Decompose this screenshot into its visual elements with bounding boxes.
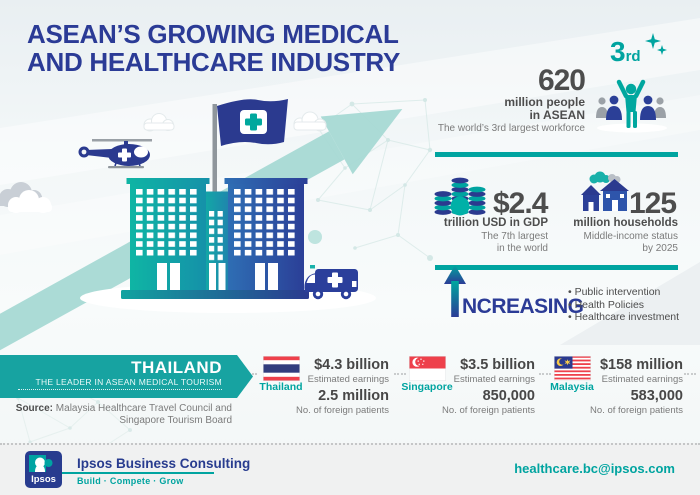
patients-label: No. of foreign patients bbox=[296, 405, 389, 416]
dotted-connector bbox=[684, 373, 696, 375]
patients-label: No. of foreign patients bbox=[442, 405, 535, 416]
earnings-label: Estimated earnings bbox=[601, 374, 683, 385]
workforce-label: million people in ASEAN bbox=[504, 95, 585, 122]
cloud-icon bbox=[293, 111, 327, 132]
country-name: Thailand bbox=[259, 381, 303, 393]
patients-value: 2.5 million bbox=[318, 388, 389, 404]
logo-text: Ipsos bbox=[31, 474, 56, 485]
earnings-label: Estimated earnings bbox=[453, 374, 535, 385]
patients-label: No. of foreign patients bbox=[590, 405, 683, 416]
sparkles-icon bbox=[645, 33, 667, 55]
dotted-connector bbox=[539, 373, 551, 375]
coins-icon bbox=[434, 177, 486, 216]
bullet-item: Public intervention bbox=[568, 286, 698, 299]
country-name: Singapore bbox=[401, 381, 453, 393]
source-note: Source: Malaysia Healthcare Travel Counc… bbox=[15, 403, 232, 426]
workforce-people-icon bbox=[596, 79, 667, 133]
earnings-label: Estimated earnings bbox=[307, 374, 389, 385]
gdp-value: $2.4 bbox=[493, 187, 548, 220]
rank-suffix: rd bbox=[625, 48, 641, 65]
earnings-value: $3.5 billion bbox=[460, 357, 535, 373]
households-value: 125 bbox=[629, 187, 677, 220]
hospital-doors bbox=[157, 263, 278, 290]
workforce-value: 620 bbox=[537, 64, 586, 97]
cloud-icon bbox=[143, 113, 175, 132]
thailand-flag-icon bbox=[263, 356, 300, 381]
footer-brand-underline bbox=[62, 472, 214, 474]
footer-tagline: Build · Compete · Grow bbox=[77, 476, 184, 486]
thailand-banner: THAILAND THE LEADER IN ASEAN MEDICAL TOU… bbox=[0, 355, 253, 398]
bullet-item: Health Policies bbox=[568, 299, 698, 312]
increasing-bullets: Public intervention Health Policies Heal… bbox=[568, 286, 698, 324]
page-title: ASEAN’S GROWING MEDICAL AND HEALTHCARE I… bbox=[27, 20, 447, 76]
gdp-label: trillion USD in GDP bbox=[443, 217, 548, 229]
big-house bbox=[600, 179, 629, 211]
singapore-flag-icon bbox=[409, 356, 446, 381]
banner-subtitle: THE LEADER IN ASEAN MEDICAL TOURISM bbox=[35, 377, 222, 387]
bullet-item: Healthcare investment bbox=[568, 311, 698, 324]
gdp-sublabel: The 7th largest in the world bbox=[481, 231, 548, 254]
country-stats: $158 million Estimated earnings 583,000 … bbox=[563, 357, 683, 419]
hospital-illustration bbox=[121, 99, 309, 299]
medical-flag-icon bbox=[217, 99, 288, 146]
increasing-label: NCREASING bbox=[462, 295, 584, 318]
malaysia-flag-icon bbox=[554, 356, 591, 381]
banner-title: THAILAND bbox=[131, 358, 222, 377]
country-name: Malaysia bbox=[550, 381, 594, 393]
dotted-connector bbox=[394, 373, 406, 375]
footer-brand: Ipsos Business Consulting bbox=[77, 456, 251, 471]
divider-bar bbox=[435, 152, 678, 157]
country-stats: $4.3 billion Estimated earnings 2.5 mill… bbox=[269, 357, 389, 419]
cloud-icon bbox=[0, 182, 52, 213]
earnings-value: $4.3 billion bbox=[314, 357, 389, 373]
ambulance-icon bbox=[304, 265, 358, 300]
rank-number: 3 bbox=[610, 36, 626, 67]
network-decoration bbox=[16, 98, 433, 453]
patients-value: 583,000 bbox=[630, 388, 683, 404]
increasing-arrow-icon bbox=[444, 265, 466, 317]
households-sublabel: Middle-income status by 2025 bbox=[583, 231, 678, 254]
title-line1: ASEAN’S GROWING MEDICAL bbox=[27, 19, 399, 49]
houses-icon bbox=[581, 171, 629, 211]
earnings-value: $158 million bbox=[599, 357, 683, 373]
footer-email[interactable]: healthcare.bc@ipsos.com bbox=[514, 461, 675, 476]
small-house bbox=[581, 185, 601, 211]
ipsos-logo: Ipsos bbox=[25, 451, 62, 488]
divider-bar bbox=[435, 265, 678, 270]
households-label: million households bbox=[573, 217, 678, 229]
title-line2: AND HEALTHCARE INDUSTRY bbox=[27, 47, 400, 77]
workforce-sublabel: The world’s 3rd largest workforce bbox=[437, 123, 585, 134]
country-stats: $3.5 billion Estimated earnings 850,000 … bbox=[415, 357, 535, 419]
footer-bar bbox=[0, 443, 700, 495]
diagonal-band bbox=[0, 18, 700, 185]
helicopter-icon bbox=[78, 139, 152, 169]
patients-value: 850,000 bbox=[482, 388, 535, 404]
flagpole bbox=[212, 104, 217, 196]
rank-badge: 3rd bbox=[610, 36, 641, 68]
banner-dotted-line bbox=[18, 389, 222, 390]
